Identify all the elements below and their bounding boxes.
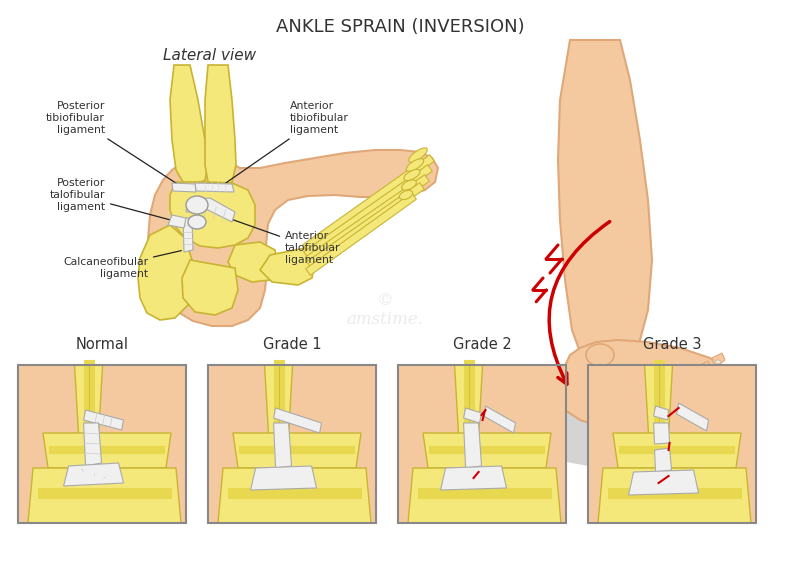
- Text: Normal: Normal: [75, 337, 129, 352]
- Text: Grade 2: Grade 2: [453, 337, 511, 352]
- Polygon shape: [522, 384, 738, 468]
- Polygon shape: [588, 365, 756, 523]
- Polygon shape: [712, 353, 725, 368]
- Polygon shape: [304, 165, 432, 259]
- Text: Anterior
talofibular
ligament: Anterior talofibular ligament: [230, 219, 341, 265]
- Polygon shape: [138, 225, 192, 320]
- Bar: [208, 365, 376, 523]
- Ellipse shape: [673, 384, 679, 388]
- Ellipse shape: [404, 169, 420, 181]
- Polygon shape: [208, 365, 376, 523]
- Ellipse shape: [406, 158, 424, 171]
- Polygon shape: [43, 433, 171, 468]
- Polygon shape: [483, 406, 515, 433]
- Polygon shape: [408, 468, 561, 523]
- Polygon shape: [18, 365, 186, 523]
- Polygon shape: [148, 150, 438, 326]
- Polygon shape: [195, 183, 234, 192]
- Polygon shape: [28, 468, 181, 523]
- Polygon shape: [83, 423, 102, 466]
- Bar: [398, 365, 566, 523]
- Polygon shape: [83, 410, 123, 430]
- Polygon shape: [228, 242, 278, 282]
- Text: Lateral view: Lateral view: [163, 48, 257, 63]
- Polygon shape: [656, 385, 669, 400]
- Polygon shape: [306, 174, 430, 263]
- Ellipse shape: [402, 180, 417, 190]
- Text: Posterior
tibiofibular
ligament: Posterior tibiofibular ligament: [46, 101, 180, 185]
- Bar: [18, 365, 186, 523]
- Polygon shape: [265, 365, 293, 435]
- Polygon shape: [218, 468, 371, 523]
- Ellipse shape: [687, 376, 693, 380]
- Polygon shape: [423, 433, 551, 468]
- Ellipse shape: [409, 148, 427, 162]
- Ellipse shape: [659, 392, 665, 396]
- Polygon shape: [684, 369, 697, 384]
- Polygon shape: [654, 406, 669, 420]
- Polygon shape: [168, 215, 186, 228]
- Polygon shape: [289, 365, 376, 455]
- Polygon shape: [478, 365, 566, 455]
- Polygon shape: [183, 218, 193, 252]
- Polygon shape: [302, 155, 434, 251]
- Ellipse shape: [715, 360, 721, 364]
- Ellipse shape: [399, 190, 413, 200]
- Polygon shape: [454, 365, 482, 435]
- Polygon shape: [170, 65, 208, 185]
- Polygon shape: [186, 198, 235, 222]
- Polygon shape: [63, 463, 123, 486]
- Polygon shape: [558, 40, 652, 368]
- Text: Calcaneofibular
ligament: Calcaneofibular ligament: [63, 251, 182, 279]
- Polygon shape: [205, 65, 236, 186]
- Bar: [588, 365, 756, 523]
- Text: Grade 1: Grade 1: [262, 337, 322, 352]
- Polygon shape: [669, 365, 756, 455]
- Polygon shape: [260, 248, 315, 285]
- Text: Posterior
talofibular
ligament: Posterior talofibular ligament: [50, 178, 175, 221]
- Polygon shape: [613, 433, 741, 468]
- Polygon shape: [463, 423, 482, 468]
- Text: Grade 3: Grade 3: [642, 337, 702, 352]
- Polygon shape: [398, 365, 566, 523]
- Text: ©
amstime.: © amstime.: [346, 292, 423, 328]
- Polygon shape: [598, 468, 751, 523]
- Ellipse shape: [701, 368, 707, 372]
- Polygon shape: [677, 403, 709, 431]
- Polygon shape: [98, 365, 186, 455]
- Polygon shape: [629, 470, 698, 495]
- Polygon shape: [274, 423, 291, 468]
- Ellipse shape: [186, 196, 208, 214]
- Polygon shape: [274, 408, 322, 433]
- Polygon shape: [74, 365, 102, 435]
- Polygon shape: [441, 466, 506, 490]
- Polygon shape: [182, 260, 238, 315]
- Polygon shape: [172, 183, 196, 192]
- Polygon shape: [306, 182, 424, 268]
- Polygon shape: [558, 340, 738, 432]
- Ellipse shape: [188, 215, 206, 229]
- Polygon shape: [233, 433, 361, 468]
- Polygon shape: [463, 408, 482, 423]
- Text: ANKLE SPRAIN (INVERSION): ANKLE SPRAIN (INVERSION): [276, 18, 524, 36]
- Polygon shape: [250, 466, 317, 490]
- Polygon shape: [698, 361, 711, 376]
- Ellipse shape: [586, 344, 614, 366]
- Text: Anterior
tibiofibular
ligament: Anterior tibiofibular ligament: [222, 101, 349, 185]
- Polygon shape: [670, 377, 683, 392]
- Polygon shape: [654, 448, 671, 472]
- Polygon shape: [645, 365, 673, 435]
- Polygon shape: [306, 193, 416, 275]
- Polygon shape: [170, 182, 255, 248]
- Polygon shape: [654, 423, 670, 444]
